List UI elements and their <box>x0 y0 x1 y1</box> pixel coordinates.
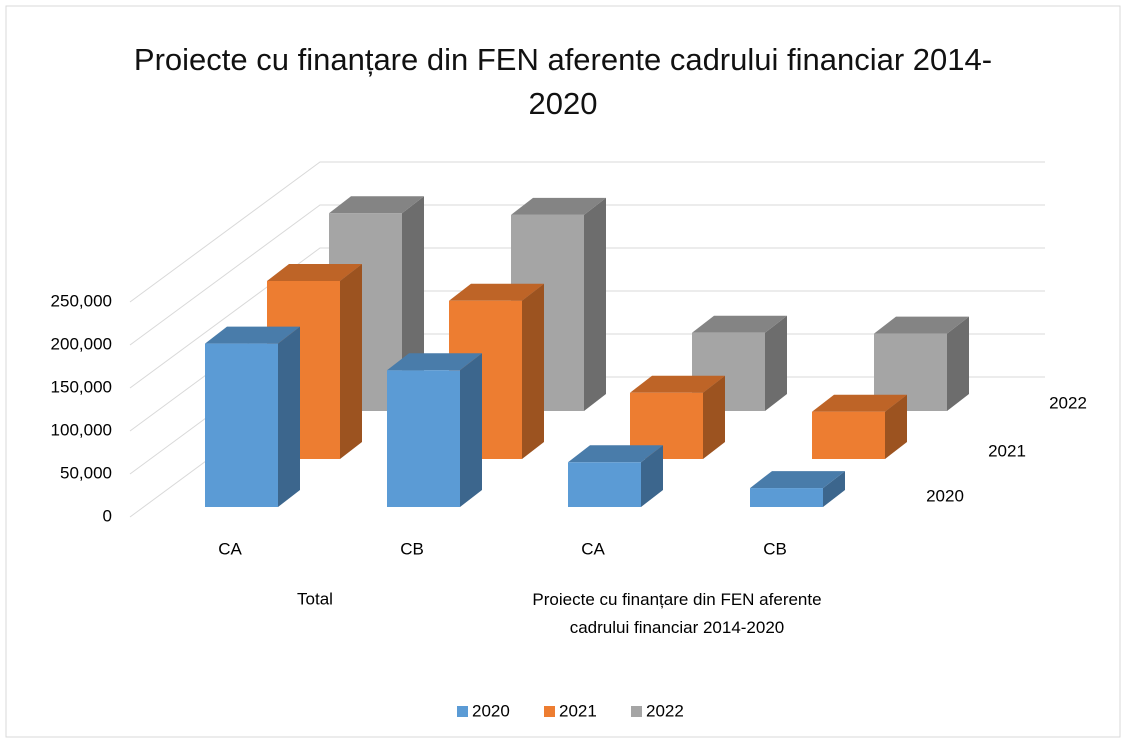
grid-line <box>129 161 1045 303</box>
legend-label: 2020 <box>472 701 510 720</box>
bar-top <box>812 394 907 412</box>
bar-top <box>750 471 845 489</box>
bar-front <box>568 462 641 507</box>
bar-side <box>765 315 787 411</box>
y-tick-label: 50,000 <box>60 463 112 482</box>
bar-top <box>568 445 663 463</box>
x-tick-label: CB <box>763 539 787 558</box>
bar-side <box>522 283 544 459</box>
bar-top <box>692 315 787 333</box>
legend-label: 2022 <box>646 701 684 720</box>
bar-side <box>641 445 663 507</box>
chart-title: Proiecte cu finanțare din FEN aferente c… <box>133 42 993 121</box>
bar <box>205 326 300 507</box>
x-tick-label: CB <box>400 539 424 558</box>
bar-top <box>205 326 300 344</box>
bar-top <box>511 197 606 215</box>
chart-border <box>5 5 1121 738</box>
legend-swatch <box>457 706 468 717</box>
bar <box>387 353 482 507</box>
bar-side <box>823 471 845 507</box>
bar-side <box>278 326 300 507</box>
grid-line <box>129 204 1045 346</box>
depth-tick-label: 2021 <box>988 441 1026 460</box>
bar-front <box>812 411 885 459</box>
y-tick-label: 150,000 <box>51 377 112 396</box>
bar-side <box>460 353 482 507</box>
y-tick-label: 200,000 <box>51 334 112 353</box>
bar-side <box>947 316 969 411</box>
bar-front <box>387 370 460 507</box>
bar <box>750 471 845 507</box>
bar-top <box>267 263 362 281</box>
grid-line <box>129 247 1045 389</box>
legend-label: 2021 <box>559 701 597 720</box>
bar-side <box>885 394 907 459</box>
bar-top <box>630 375 725 393</box>
bar-top <box>387 353 482 371</box>
bar <box>692 315 787 411</box>
y-tick-label: 0 <box>103 506 112 525</box>
legend-swatch <box>631 706 642 717</box>
bar-side <box>340 263 362 459</box>
bar-top <box>874 316 969 334</box>
category-group-label: Proiecte cu finanțare din FEN aferente c… <box>532 590 822 637</box>
depth-tick-label: 2020 <box>926 486 964 505</box>
bar-front <box>205 343 278 507</box>
bar-front <box>750 488 823 507</box>
bar-top <box>449 283 544 301</box>
bar-top <box>329 196 424 214</box>
y-tick-label: 100,000 <box>51 420 112 439</box>
bar <box>568 445 663 507</box>
x-tick-label: CA <box>581 539 605 558</box>
bar-side <box>703 375 725 459</box>
bar-side <box>584 197 606 411</box>
depth-tick-label: 2022 <box>1049 393 1087 412</box>
y-tick-label: 250,000 <box>51 291 112 310</box>
x-tick-label: CA <box>218 539 242 558</box>
bar <box>812 394 907 459</box>
category-group-label: Total <box>297 589 333 608</box>
legend-swatch <box>544 706 555 717</box>
